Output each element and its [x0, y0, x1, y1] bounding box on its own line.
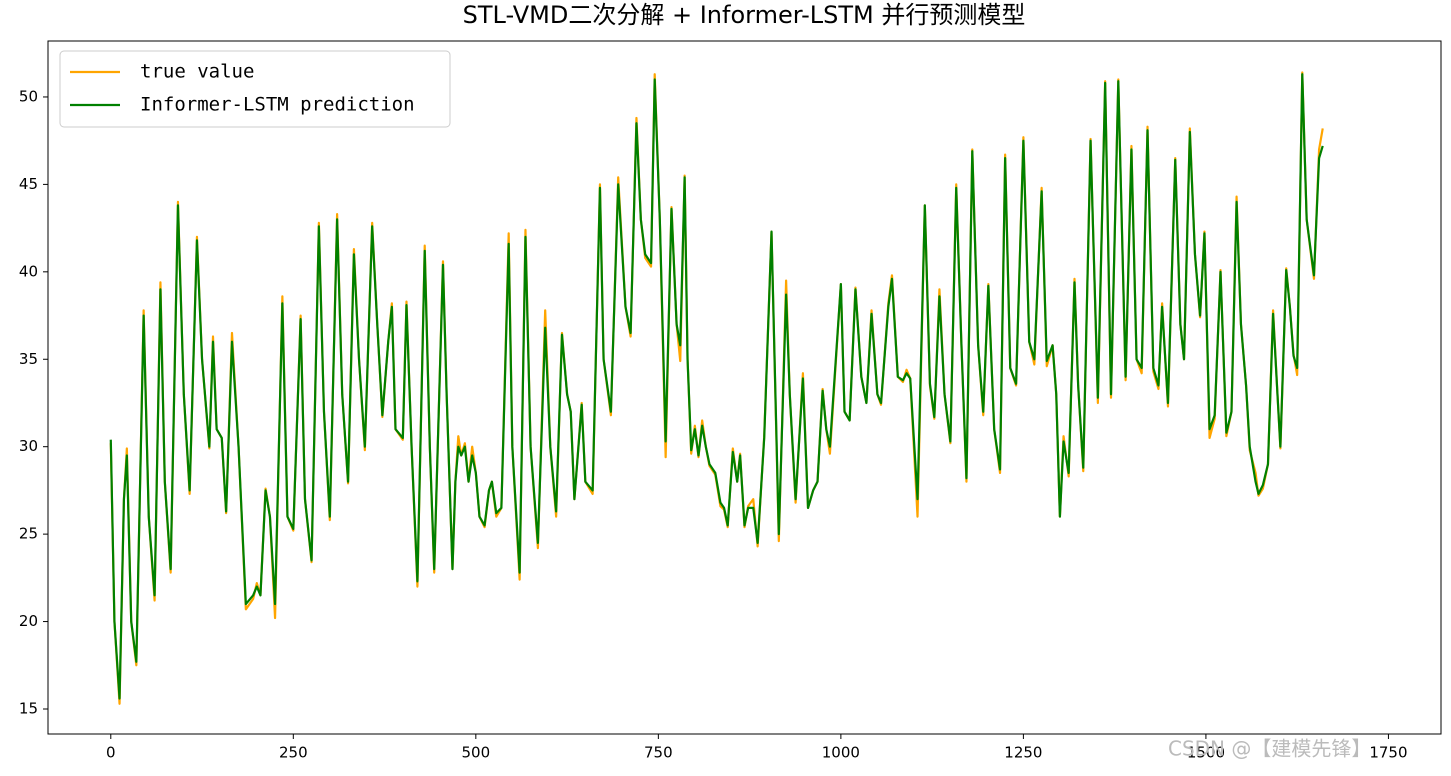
- legend-box: [59, 50, 451, 128]
- x-tick-label: 500: [462, 744, 491, 762]
- y-tick-label: 35: [19, 350, 38, 368]
- y-tick-label: 20: [19, 612, 38, 630]
- y-tick-label: 40: [19, 262, 38, 280]
- x-tick-label: 1000: [822, 744, 860, 762]
- x-tick-label: 1500: [1187, 744, 1225, 762]
- x-tick-label: 1250: [1004, 744, 1042, 762]
- plot-frame: [47, 40, 1442, 735]
- x-tick-label: 750: [644, 744, 673, 762]
- legend-label: Informer-LSTM prediction: [140, 94, 415, 116]
- y-tick-label: 25: [19, 525, 38, 543]
- legend-label: true value: [140, 61, 254, 83]
- y-tick-label: 30: [19, 437, 38, 455]
- series-line: [109, 71, 1324, 705]
- x-tick-label: 0: [106, 744, 116, 762]
- chart-title: STL-VMD二次分解 + Informer-LSTM 并行预测模型: [463, 1, 1026, 29]
- y-tick-label: 50: [19, 87, 38, 105]
- watermark: CSDN @【建模先锋】: [1168, 737, 1371, 761]
- x-tick-label: 250: [279, 744, 308, 762]
- y-tick-label: 45: [19, 175, 38, 193]
- x-tick-label: 1750: [1369, 744, 1407, 762]
- series-line: [109, 73, 1324, 700]
- y-tick-label: 15: [19, 699, 38, 717]
